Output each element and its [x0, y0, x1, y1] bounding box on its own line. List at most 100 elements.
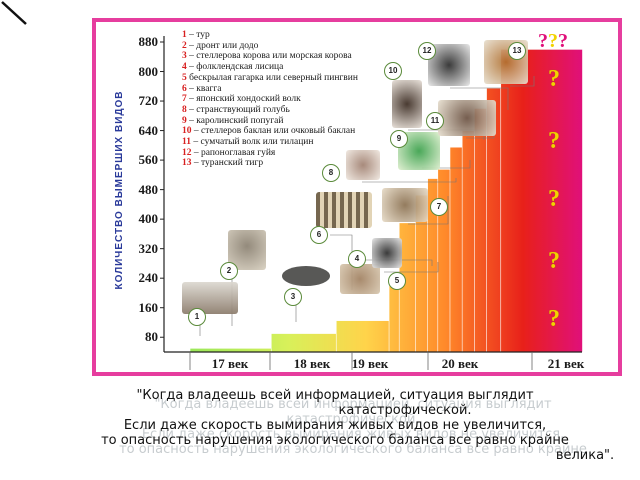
legend-number: 7 [182, 94, 187, 105]
legend-entry: 11 – сумчатый волк или тилацин [182, 137, 392, 148]
x-tick-label: 20 век [441, 356, 479, 371]
bar-step [335, 320, 390, 353]
legend-entry: 3 – стеллерова корова или морская корова [182, 51, 392, 62]
legend-text: – стеллеров баклан или очковый баклан [191, 126, 356, 137]
extinction-chart [160, 36, 583, 370]
picture-number-marker: 4 [348, 250, 366, 268]
picture-number-marker: 6 [310, 226, 328, 244]
quote-line-1: "Когда владеешь всей информацией, ситуац… [136, 388, 534, 403]
y-tick-label: 880 [138, 34, 159, 49]
legend-text: – квагга [186, 83, 222, 94]
question-mark: ? [548, 306, 560, 332]
quote-line-5: велика". [555, 448, 615, 463]
legend-number: 9 [182, 115, 187, 126]
x-tick-label: 19 век [351, 356, 389, 371]
fox-picture [340, 264, 380, 294]
y-tick-label: 800 [138, 63, 159, 79]
legend-text: бескрылая гагарка или северный пингвин [186, 72, 358, 83]
y-tick-label: 560 [138, 152, 159, 168]
leader-line [362, 178, 457, 183]
legend-entry: 2 – дронт или додо [182, 41, 392, 52]
y-tick-label: 400 [138, 211, 159, 227]
leader-line [384, 262, 439, 273]
legend-entry: 12 – рапоноглавая гуйя [182, 148, 392, 159]
legend-number: 4 [182, 62, 187, 73]
bar-step [270, 333, 338, 353]
legend-number: 1 [182, 30, 187, 40]
legend-number: 5 [182, 72, 187, 83]
corner-slash-mark [1, 1, 27, 25]
legend-number: 2 [182, 40, 187, 51]
auk-picture [372, 238, 402, 268]
picture-number-marker: 9 [390, 130, 408, 148]
quote-shadow: "Когда владеешь всей информацией, ситуац… [119, 397, 587, 457]
leader-line [450, 87, 509, 110]
zebra-quagga-picture [316, 192, 372, 228]
picture-number-marker: 13 [508, 42, 526, 60]
legend-text: – стеллерова корова или морская корова [186, 51, 352, 62]
gridlines [160, 41, 164, 338]
legend: 1 – тур 2 – дронт или додо 3 – стеллерова … [182, 30, 392, 169]
legend-entry: 13 – туранский тигр [182, 158, 392, 169]
y-tick-label: 80 [145, 329, 158, 345]
legend-text: – японский хондоский волк [186, 94, 301, 105]
y-tick-label: 480 [138, 181, 159, 197]
legend-entry: 6 – квагга [182, 84, 392, 95]
leader-line [408, 196, 449, 225]
quote-line-3: Если даже скорость вымирания живых видов… [123, 418, 547, 433]
legend-entry: 8 – странствующий голубь [182, 105, 392, 116]
y-tick-label: 240 [138, 270, 159, 286]
legend-entry: 4 – фолклендская лисица [182, 62, 392, 73]
legend-text: – туранский тигр [191, 158, 264, 169]
y-tick-label: 720 [138, 93, 159, 109]
bar-step [437, 169, 451, 353]
legend-number: 8 [182, 104, 187, 115]
picture-number-marker: 8 [322, 164, 340, 182]
question-mark: ? [548, 186, 560, 212]
question-mark: ? [548, 248, 560, 274]
cormorant-picture [392, 80, 422, 128]
picture-number-marker: 7 [430, 198, 448, 216]
question-mark: ? [548, 128, 560, 154]
question-top: ??? [538, 30, 568, 52]
legend-text: – рапоноглавая гуйя [191, 147, 276, 158]
legend-number: 10 [182, 126, 192, 137]
legend-entry: 7 – японский хондоский волк [182, 94, 392, 105]
picture-number-marker: 2 [220, 262, 238, 280]
quote-line-2: катастрофической. [338, 403, 472, 418]
pigeon-picture [346, 150, 380, 180]
legend-text: – фолклендская лисица [186, 62, 284, 73]
legend-text: – сумчатый волк или тилацин [190, 137, 314, 148]
picture-number-marker: 5 [388, 272, 406, 290]
legend-number: 13 [182, 158, 192, 169]
legend-number: 11 [182, 137, 191, 148]
sea-cow-picture [282, 266, 330, 286]
quote-line-4: то опасность нарушения экологического ба… [101, 433, 569, 448]
bar-step [388, 279, 401, 353]
legend-entry: 5 бескрылая гагарка или северный пингвин [182, 73, 392, 84]
bar-step [449, 146, 463, 353]
leader-line [510, 76, 535, 87]
legend-number: 3 [182, 51, 187, 62]
y-tick-label: 160 [138, 299, 159, 315]
y-tick-label: 640 [138, 122, 159, 138]
picture-number-marker: 3 [284, 288, 302, 306]
bar-step [461, 130, 476, 353]
legend-number: 12 [182, 147, 192, 158]
quote-text: "Когда владеешь всей информацией, ситуац… [40, 388, 630, 463]
legend-number: 6 [182, 83, 187, 94]
legend-text: – каролинский попугай [186, 115, 284, 126]
picture-number-marker: 11 [426, 112, 444, 130]
bar-step [500, 49, 583, 353]
legend-entry: 9 – каролинский попугай [182, 116, 392, 127]
wolf-picture [382, 188, 428, 222]
question-mark: ? [548, 66, 560, 92]
bars [189, 49, 583, 353]
thylacine-picture [438, 100, 496, 136]
bar-step [474, 108, 488, 353]
legend-entry: 10 – стеллеров баклан или очковый баклан [182, 126, 392, 137]
picture-number-marker: 10 [384, 62, 402, 80]
x-tick-label: 17 век [211, 356, 249, 371]
x-tick-label: 18 век [293, 356, 331, 371]
legend-text: – странствующий голубь [186, 104, 290, 115]
